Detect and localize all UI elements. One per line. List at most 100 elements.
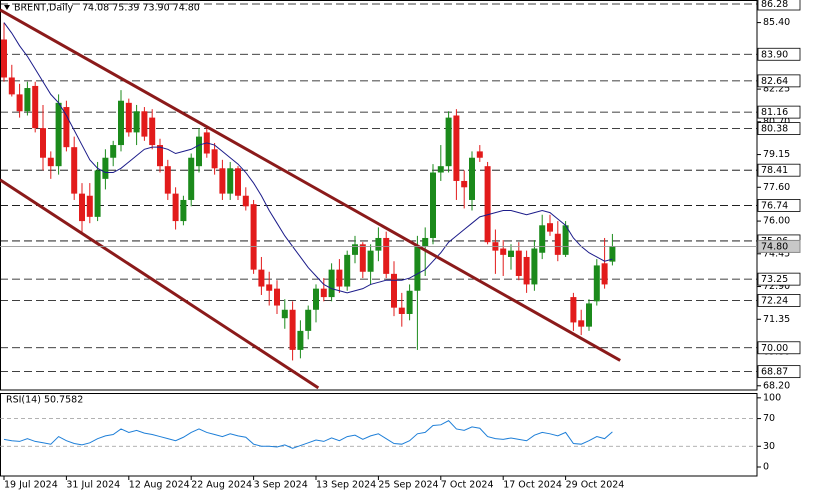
- current-price-box: [757, 239, 801, 253]
- candle-body: [32, 85, 39, 129]
- candle-body: [242, 195, 249, 207]
- candle-body: [398, 307, 405, 314]
- candle-body: [250, 204, 257, 270]
- candle-body: [336, 269, 343, 287]
- y-tick-label: 80.70: [763, 116, 790, 127]
- candle-body: [79, 193, 85, 222]
- candle-body: [133, 111, 140, 133]
- candle-body: [554, 233, 561, 255]
- y-tick-label: 100: [763, 392, 781, 403]
- candle-body: [94, 170, 101, 217]
- candle-body: [609, 246, 616, 262]
- candle-body: [320, 288, 327, 298]
- candle-body: [40, 128, 46, 158]
- candle-body: [422, 237, 429, 247]
- candle-body: [86, 195, 93, 217]
- level-label: 72.24: [761, 295, 788, 306]
- x-tick-label: 19 Jul 2024: [4, 480, 58, 491]
- candle-body: [570, 297, 577, 323]
- candle-body: [500, 248, 507, 255]
- candle-body: [71, 147, 78, 194]
- level-label: 70.00: [761, 343, 788, 354]
- price-panel: [0, 0, 758, 391]
- candle-body: [539, 225, 546, 253]
- candle-body: [484, 166, 491, 243]
- y-tick-label: 82.25: [763, 84, 790, 95]
- candle-body: [196, 136, 202, 167]
- candle-body: [367, 250, 374, 272]
- candle-body: [211, 149, 218, 169]
- y-tick-label: 72.90: [763, 281, 790, 292]
- candle-body: [297, 330, 304, 350]
- candle-body: [578, 320, 585, 327]
- candle-body: [24, 88, 31, 112]
- candle-body: [359, 244, 366, 272]
- y-tick-label: 79.15: [763, 149, 790, 160]
- level-label-box: [757, 122, 801, 135]
- candle-body: [289, 309, 296, 350]
- candle-body: [453, 115, 460, 181]
- candle-body: [352, 244, 358, 255]
- candle-body: [375, 237, 382, 251]
- candle-body: [508, 250, 514, 257]
- y-tick-label: 0: [763, 462, 769, 473]
- candle-body: [157, 145, 163, 167]
- level-label-box: [757, 105, 801, 119]
- candle-body: [406, 290, 413, 314]
- candle-body: [531, 248, 538, 285]
- candle-body: [437, 166, 444, 173]
- candle-body: [235, 168, 241, 196]
- x-tick-label: 29 Oct 2024: [566, 480, 625, 491]
- level-label: 73.25: [761, 274, 788, 285]
- trendline: [0, 178, 320, 390]
- menu-arrow[interactable]: [4, 5, 10, 10]
- candle-body: [547, 223, 553, 232]
- candle-body: [281, 309, 288, 319]
- x-tick-label: 31 Jul 2024: [66, 480, 120, 491]
- candle-body: [274, 288, 280, 306]
- y-tick-label: 74.45: [763, 248, 790, 259]
- y-tick-label: 30: [763, 441, 775, 452]
- level-label-box: [757, 341, 801, 355]
- candle-body: [593, 265, 600, 302]
- candle-body: [562, 225, 569, 255]
- y-tick-label: 85.40: [763, 17, 790, 28]
- candle-body: [328, 269, 335, 298]
- candle-body: [102, 157, 109, 179]
- ohlc-label: 74.08 75.39 73.90 74.80: [82, 3, 200, 14]
- candle-body: [63, 107, 70, 148]
- candle-body: [118, 100, 124, 146]
- candle-body: [523, 256, 530, 285]
- candle-body: [601, 263, 608, 285]
- x-tick-label: 13 Sep 2024: [316, 480, 376, 491]
- x-tick-label: 22 Aug 2024: [191, 480, 252, 491]
- level-label: 81.16: [761, 107, 788, 118]
- level-label: 83.90: [761, 49, 788, 60]
- level-label-box: [757, 272, 801, 286]
- candle-body: [445, 117, 452, 167]
- candle-body: [164, 166, 171, 194]
- candle-body: [172, 193, 179, 222]
- candle-body: [110, 145, 117, 158]
- candle-body: [476, 151, 483, 158]
- x-tick-label: 25 Sep 2024: [378, 480, 438, 491]
- level-label: 82.64: [761, 76, 788, 87]
- candle-body: [125, 102, 132, 133]
- level-label: 80.38: [761, 124, 788, 135]
- candle-body: [47, 157, 54, 167]
- level-label-box: [757, 47, 801, 61]
- level-label: 68.87: [761, 367, 788, 378]
- candle-body: [16, 94, 23, 112]
- x-tick-label: 7 Oct 2024: [441, 480, 494, 491]
- candle-body: [313, 288, 319, 310]
- y-tick-label: 76.00: [763, 216, 790, 227]
- candle-body: [8, 77, 15, 95]
- y-tick-label: 68.20: [763, 380, 790, 391]
- level-label-box: [757, 365, 801, 379]
- y-tick-label: 71.35: [763, 314, 790, 325]
- rsi-title: RSI(14) 50.7582: [6, 395, 83, 406]
- candle-body: [461, 180, 468, 188]
- x-tick-label: 3 Sep 2024: [254, 480, 308, 491]
- x-tick-label: 17 Oct 2024: [503, 480, 562, 491]
